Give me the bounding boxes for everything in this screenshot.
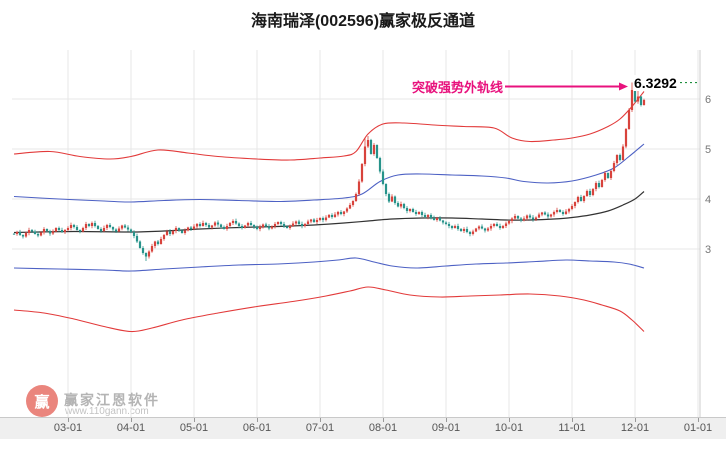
x-tickmark bbox=[446, 418, 447, 422]
x-tickmark bbox=[131, 418, 132, 422]
y-tick-label: 3 bbox=[705, 244, 711, 256]
breakout-price-label: 6.3292 bbox=[633, 75, 678, 91]
x-tick-label: 08-01 bbox=[368, 422, 398, 434]
x-tickmark bbox=[320, 418, 321, 422]
x-tickmark bbox=[194, 418, 195, 422]
x-tick-label: 01-01 bbox=[683, 422, 713, 434]
x-tickmark bbox=[572, 418, 573, 422]
lower-outer-band-line bbox=[13, 286, 645, 333]
x-tick-label: 05-01 bbox=[179, 422, 209, 434]
y-tick-label: 6 bbox=[705, 94, 711, 106]
candle-wicks-down bbox=[13, 88, 642, 261]
y-tick-label: 5 bbox=[705, 144, 711, 156]
x-tick-label: 07-01 bbox=[305, 422, 335, 434]
x-tickmark bbox=[68, 418, 69, 422]
chart-title: 海南瑞泽(002596)赢家极反通道 bbox=[250, 13, 476, 30]
x-tickmark bbox=[383, 418, 384, 422]
x-tick-label: 11-01 bbox=[558, 422, 586, 434]
x-tick-label: 12-01 bbox=[620, 422, 650, 434]
x-tick-label: 03-01 bbox=[53, 422, 83, 434]
upper-inner-band-line bbox=[13, 143, 645, 203]
breakout-annotation-label: 突破强势外轨线 bbox=[411, 80, 503, 95]
brand-logo-icon: 赢 bbox=[26, 385, 58, 417]
x-tickmark bbox=[257, 418, 258, 422]
x-tick-label: 04-01 bbox=[116, 422, 146, 434]
x-tick-label: 10-01 bbox=[494, 422, 524, 434]
x-tick-label: 09-01 bbox=[431, 422, 461, 434]
middle-band-line bbox=[13, 191, 645, 234]
upper-outer-band-line bbox=[13, 91, 645, 161]
x-tickmark bbox=[635, 418, 636, 422]
x-tickmark bbox=[698, 418, 699, 422]
x-tick-label: 06-01 bbox=[242, 422, 272, 434]
watermark-brand-text: 赢家江恩软件 bbox=[64, 392, 160, 408]
watermark-url-text: www.110gann.com bbox=[65, 406, 149, 417]
breakout-arrowhead-icon bbox=[619, 82, 628, 91]
y-tick-label: 4 bbox=[705, 194, 711, 206]
lower-inner-band-line bbox=[13, 257, 645, 272]
x-axis-strip: 03-01 04-01 05-01 06-01 07-01 08-01 09-01 10-01… bbox=[0, 417, 726, 439]
x-tickmark bbox=[509, 418, 510, 422]
